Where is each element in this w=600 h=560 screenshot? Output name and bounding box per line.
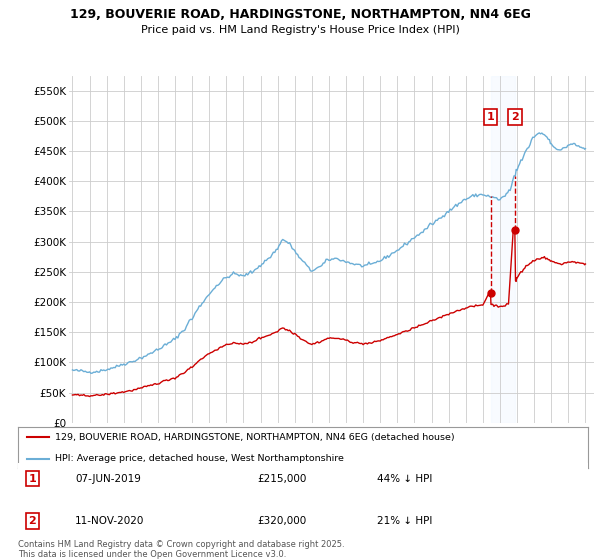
- Text: 44% ↓ HPI: 44% ↓ HPI: [377, 474, 433, 483]
- Text: 21% ↓ HPI: 21% ↓ HPI: [377, 516, 433, 526]
- Text: £215,000: £215,000: [257, 474, 307, 483]
- Bar: [491, 76, 515, 423]
- Text: Contains HM Land Registry data © Crown copyright and database right 2025.
This d: Contains HM Land Registry data © Crown c…: [18, 540, 344, 559]
- Text: 11-NOV-2020: 11-NOV-2020: [75, 516, 145, 526]
- Text: 1: 1: [28, 474, 36, 483]
- Text: 129, BOUVERIE ROAD, HARDINGSTONE, NORTHAMPTON, NN4 6EG (detached house): 129, BOUVERIE ROAD, HARDINGSTONE, NORTHA…: [55, 433, 455, 442]
- Text: HPI: Average price, detached house, West Northamptonshire: HPI: Average price, detached house, West…: [55, 454, 344, 463]
- Text: £320,000: £320,000: [257, 516, 307, 526]
- Text: 2: 2: [511, 112, 519, 122]
- Text: 1: 1: [487, 112, 494, 122]
- Text: Price paid vs. HM Land Registry's House Price Index (HPI): Price paid vs. HM Land Registry's House …: [140, 25, 460, 35]
- Text: 2: 2: [28, 516, 36, 526]
- Text: 07-JUN-2019: 07-JUN-2019: [75, 474, 141, 483]
- Text: 129, BOUVERIE ROAD, HARDINGSTONE, NORTHAMPTON, NN4 6EG: 129, BOUVERIE ROAD, HARDINGSTONE, NORTHA…: [70, 8, 530, 21]
